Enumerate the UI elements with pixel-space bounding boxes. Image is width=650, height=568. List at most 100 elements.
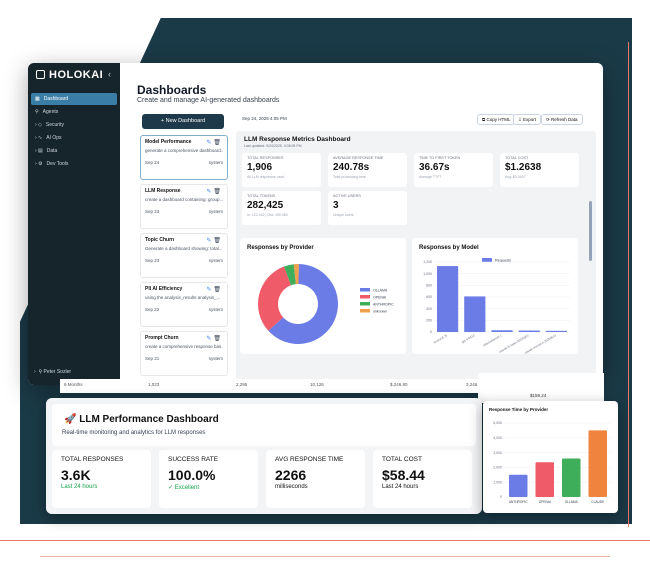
pie-slice[interactable] (284, 264, 296, 286)
sidebar-item-dashboard[interactable]: ▦ Dashboard (31, 93, 117, 105)
x-tick-label: OLLAMA (565, 500, 579, 504)
metric-subtext: milliseconds (275, 484, 308, 490)
kpi-value: 36.67s (419, 162, 450, 173)
dashboard-date: Sep 24 (145, 160, 160, 165)
dashboard-list-item[interactable]: Prompt Churn create a comprehensive respo… (140, 331, 228, 376)
user-menu[interactable]: › ⚲ Peter Sozler (34, 369, 72, 375)
table-cell: 1,023 (148, 382, 160, 387)
sidebar-item-ai-ops[interactable]: › ∿ AI Ops (31, 132, 117, 144)
kpi-label: TIME TO FIRST TOKEN (419, 156, 461, 160)
delete-icon[interactable]: 🗑 (213, 238, 223, 244)
pulse-icon: › ∿ (35, 135, 43, 141)
kpi-subtext: Unique users (333, 213, 354, 217)
accent-line (628, 42, 629, 527)
bar[interactable] (509, 474, 528, 497)
dashboard-preview: LLM Response Metrics Dashboard Last upda… (236, 131, 596, 381)
legend-swatch (360, 302, 370, 306)
kpi-value: 1,906 (247, 162, 273, 173)
sidebar-item-agents[interactable]: ⚲ Agents (31, 106, 117, 118)
y-tick-label: 800 (426, 284, 432, 288)
x-tick-label: mixtral:8.7b (433, 333, 449, 344)
database-icon: › ▤ (35, 148, 43, 154)
edit-icon[interactable]: ✎ (206, 336, 214, 342)
delete-icon[interactable]: 🗑 (213, 287, 223, 293)
delete-icon[interactable]: 🗑 (213, 140, 223, 146)
kpi-subtext: All LLM responses used (247, 175, 285, 179)
dashboard-description: Generate a dashboard showing: total... (145, 246, 223, 251)
kpi-value: $1.2638 (505, 162, 542, 173)
sidebar-item-label: Agents (42, 109, 59, 115)
y-tick-label: 0 (500, 495, 502, 499)
accent-line (0, 540, 650, 541)
dashboard-list-item[interactable]: Model Performance generate a comprehensiv… (140, 135, 228, 180)
kpi-card: ACTIVE USERS 3 Unique users (328, 191, 407, 225)
metric-value: 2266 (275, 467, 307, 483)
app-logo: HOLOKAI (36, 69, 103, 81)
legend-label: Requests (495, 259, 511, 263)
bar[interactable] (535, 462, 555, 497)
y-tick-label: 4,000 (493, 436, 502, 440)
sidebar-item-security[interactable]: › ◇ Security (31, 119, 117, 131)
new-dashboard-button[interactable]: + New Dashboard (142, 114, 224, 129)
edit-icon[interactable]: ✎ (206, 287, 214, 293)
kpi-card: TOTAL RESPONSES 1,906 All LLM responses us… (242, 153, 321, 187)
delete-icon[interactable]: 🗑 (213, 189, 223, 195)
metric-label: SUCCESS RATE (168, 456, 219, 463)
dashboard-name: Model Performance (145, 139, 192, 145)
edit-icon[interactable]: ✎ (206, 189, 214, 195)
metric-subtext: ✓ Excellent (168, 485, 200, 491)
dashboard-date: Sep 21 (145, 356, 160, 361)
edit-icon[interactable]: ✎ (206, 238, 214, 244)
delete-icon[interactable]: 🗑 (213, 336, 223, 342)
dashboard-owner: system (208, 258, 223, 263)
export-button[interactable]: ⇩ Export (513, 114, 542, 125)
dashboard-list-item[interactable]: Topic Churn Generate a dashboard showing:… (140, 233, 228, 278)
app-window: HOLOKAI ‹ ▦ Dashboard ⚲ Agents › ◇ Security › … (28, 63, 603, 385)
legend-swatch (360, 295, 370, 299)
response-time-chart: 0 1,000 2,000 3,000 4,000 5,000 ANTHROPIC OPENA… (493, 421, 611, 504)
preview-title: LLM Response Metrics Dashboard (244, 136, 351, 143)
sidebar-item-label: Dashboard (43, 96, 69, 102)
dashboard-list-item[interactable]: LLM Response create a dashboard containin… (140, 184, 228, 229)
page-subtitle: Create and manage AI-generated dashboard… (137, 97, 280, 104)
legend-label: unknown (373, 310, 387, 314)
model-bar-chart: Requests 1,200 1,000 800 600 400 200 0mixtral:8… (423, 258, 570, 354)
performance-dashboard: 🚀 LLM Performance Dashboard Real-time mo… (46, 398, 482, 514)
x-tick-label: OPENAI (539, 500, 551, 504)
metric-value: $58.44 (382, 467, 425, 483)
bar[interactable] (545, 330, 567, 332)
bar[interactable] (437, 266, 459, 332)
collapse-sidebar-button[interactable]: ‹ (108, 69, 111, 79)
provider-pie-card: Responses by Provider OLLAMA OPENAI ANTHRO… (240, 238, 406, 354)
metric-value: 100.0% (168, 467, 216, 483)
sidebar-item-data[interactable]: › ▤ Data (31, 145, 117, 157)
bar[interactable] (491, 330, 513, 332)
kpi-subtext: Total processing time (333, 175, 366, 179)
table-cell: 3,246.80 (466, 382, 484, 387)
dashboard-list-item[interactable]: PII AI Efficiency using the analysis_resu… (140, 282, 228, 327)
shield-icon: › ◇ (35, 122, 42, 128)
bar-title: Responses by Model (419, 245, 479, 251)
bar[interactable] (464, 296, 486, 332)
kpi-label: AVERAGE RESPONSE TIME (333, 156, 384, 160)
kpi-subtext: In: 122,442 | Out: 159,983 (247, 213, 288, 217)
bar[interactable] (518, 330, 540, 332)
dashboard-description: generate a comprehensive dashboard... (145, 148, 223, 153)
bar[interactable] (588, 430, 608, 497)
pie-slice[interactable] (258, 266, 292, 331)
sidebar-item-dev-tools[interactable]: › ⚙ Dev Tools (31, 158, 117, 170)
metric-card: TOTAL RESPONSES 3.6K Last 24 hours (52, 450, 151, 508)
pie-slice[interactable] (268, 264, 338, 344)
grid-icon: ▦ (35, 96, 40, 102)
copy-html-button[interactable]: ⧉ Copy HTML (477, 114, 516, 125)
edit-icon[interactable]: ✎ (206, 140, 214, 146)
pie-slice[interactable] (293, 264, 299, 285)
bar[interactable] (562, 458, 581, 497)
main-content: Dashboards Create and manage AI-generate… (120, 63, 603, 385)
refresh-data-button[interactable]: ⟳ Refresh Data (541, 114, 583, 125)
x-tick-label: CLAUDE (591, 500, 604, 504)
y-tick-label: 2,000 (493, 466, 502, 470)
kpi-card: TOTAL TOKENS 282,425 In: 122,442 | Out: 15… (242, 191, 321, 225)
scrollbar[interactable] (589, 201, 592, 261)
dashboard-owner: system (208, 209, 223, 214)
